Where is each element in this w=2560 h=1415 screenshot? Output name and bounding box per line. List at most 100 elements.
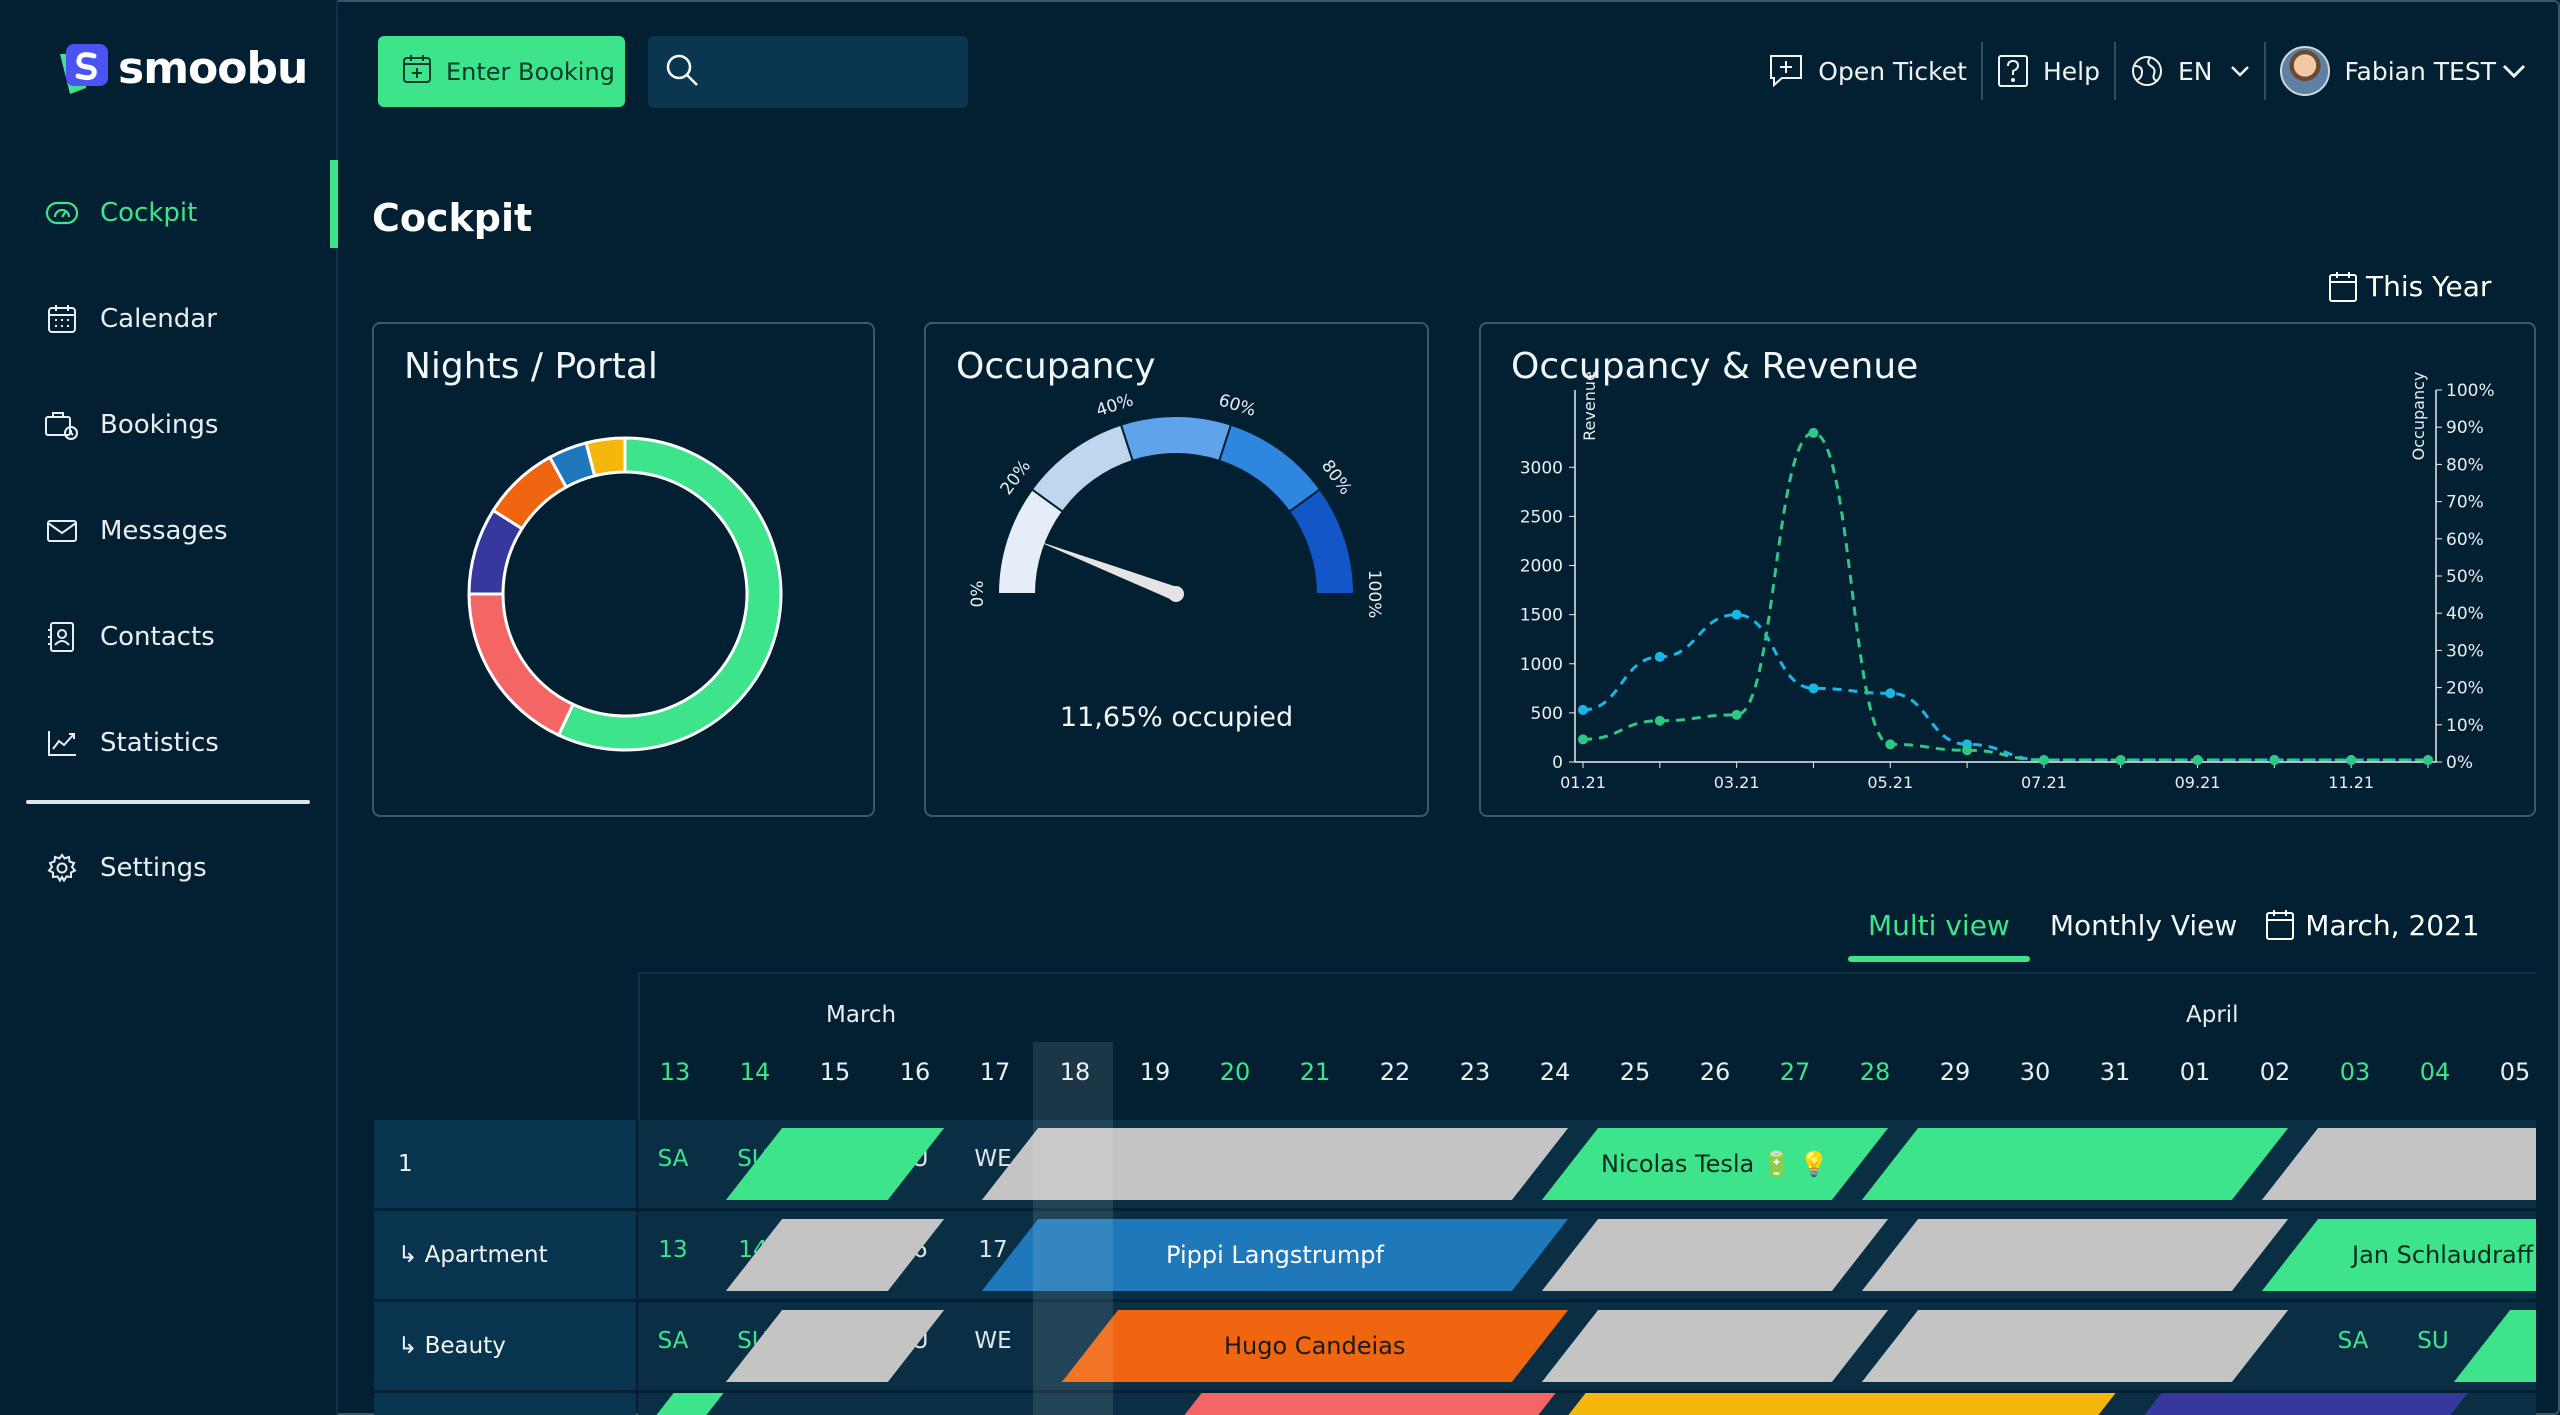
day-number[interactable]: 29 xyxy=(1939,1058,1971,1086)
booking-bar[interactable] xyxy=(2130,1393,2468,1415)
booking-bar[interactable] xyxy=(1541,1219,1889,1291)
booking-guest-name: Nicolas Tesla 🔋 💡 xyxy=(1600,1150,1830,1178)
day-number[interactable]: 22 xyxy=(1379,1058,1411,1086)
booking-bar[interactable] xyxy=(725,1219,945,1291)
sidebar-item-bookings[interactable]: Bookings xyxy=(0,372,338,478)
occupancy-revenue-line-chart: 0 500 1000 1500 2000 2500 3000 0% 10% 20% 30% 40% 50… xyxy=(1520,371,2495,792)
day-number[interactable]: 05 xyxy=(2499,1058,2531,1086)
search-input[interactable] xyxy=(710,58,950,86)
day-number[interactable]: 18 xyxy=(1059,1058,1091,1086)
card-title: Nights / Portal xyxy=(404,346,658,387)
period-selector[interactable]: This Year xyxy=(2328,270,2491,303)
series-point xyxy=(1654,651,1665,662)
tab-monthly-view[interactable]: Monthly View xyxy=(2049,908,2238,942)
day-number[interactable]: 02 xyxy=(2259,1058,2291,1086)
booking-bar[interactable] xyxy=(725,1128,945,1200)
open-ticket-button[interactable]: Open Ticket xyxy=(1754,41,1981,101)
brand-logo[interactable]: smoobu xyxy=(56,40,308,96)
day-number[interactable]: 17 xyxy=(979,1058,1011,1086)
booking-bar[interactable] xyxy=(1170,1393,1556,1415)
row-label[interactable]: ↳ Apartment xyxy=(374,1211,636,1299)
occupancy-gauge-chart: 0%20%40% 60%80%100% xyxy=(968,390,1384,619)
smoobu-logo-icon xyxy=(56,40,112,96)
day-number[interactable]: 30 xyxy=(2019,1058,2051,1086)
day-number[interactable]: 28 xyxy=(1859,1058,1891,1086)
y2-tick-label: 50% xyxy=(2446,567,2484,587)
day-number[interactable]: 25 xyxy=(1619,1058,1651,1086)
language-select[interactable]: EN xyxy=(2116,41,2265,101)
sidebar-item-settings[interactable]: Settings xyxy=(0,815,338,921)
booking-bar[interactable] xyxy=(642,1393,724,1415)
booking-bar[interactable] xyxy=(1541,1310,1889,1382)
day-number[interactable]: 24 xyxy=(1539,1058,1571,1086)
row-cells xyxy=(638,1393,2536,1415)
booking-guest-name: Pippi Langstrumpf xyxy=(1166,1241,1384,1269)
day-number[interactable]: 16 xyxy=(899,1058,931,1086)
booking-bar[interactable]: Hugo Candeias xyxy=(1061,1310,1569,1382)
day-number[interactable]: 03 xyxy=(2339,1058,2371,1086)
day-number[interactable]: 13 xyxy=(659,1058,691,1086)
series-point xyxy=(1808,683,1819,694)
series-point xyxy=(1808,427,1819,438)
booking-bar[interactable] xyxy=(1554,1393,2116,1415)
booking-bar[interactable] xyxy=(1861,1310,2289,1382)
tab-multi-view[interactable]: Multi view xyxy=(1848,890,2030,962)
day-number[interactable]: 21 xyxy=(1299,1058,1331,1086)
booking-bar[interactable] xyxy=(1861,1128,2289,1200)
y-tick-label: 2000 xyxy=(1520,557,1563,577)
row-label[interactable] xyxy=(374,1393,636,1415)
sidebar-divider xyxy=(26,800,310,804)
booking-bar[interactable] xyxy=(725,1310,945,1382)
header-separator xyxy=(1980,42,1983,100)
day-number[interactable]: 26 xyxy=(1699,1058,1731,1086)
card-title: Occupancy & Revenue xyxy=(1511,346,1919,387)
day-number[interactable]: 15 xyxy=(819,1058,851,1086)
day-number[interactable]: 04 xyxy=(2419,1058,2451,1086)
booking-bar[interactable] xyxy=(2261,1128,2536,1200)
occupancy-card: Occupancy 0% 20% 40% 60% 80% 100% 11,65% occu… xyxy=(924,322,1429,817)
series-point xyxy=(1885,688,1896,699)
avatar xyxy=(2280,46,2331,96)
sidebar-item-contacts[interactable]: Contacts xyxy=(0,584,338,690)
header-actions: Open Ticket Help EN Fabian TEST xyxy=(1754,36,2540,106)
help-icon xyxy=(1997,54,2029,88)
series-point xyxy=(2038,755,2049,766)
booking-bar[interactable] xyxy=(1861,1219,2289,1291)
contact-card-icon xyxy=(44,619,80,655)
month-picker[interactable]: March, 2021 xyxy=(2265,909,2480,942)
card-title: Occupancy xyxy=(956,346,1156,387)
day-number[interactable]: 19 xyxy=(1139,1058,1171,1086)
gauge-band xyxy=(1287,487,1356,595)
enter-booking-button[interactable]: Enter Booking xyxy=(378,36,625,107)
y2-tick-label: 30% xyxy=(2446,641,2484,661)
series-point xyxy=(1731,709,1742,720)
gauge-tick-label: 100% xyxy=(1364,570,1384,619)
day-number[interactable]: 27 xyxy=(1779,1058,1811,1086)
series-point xyxy=(1885,739,1896,750)
gauge-tick-label: 0% xyxy=(968,581,988,608)
gauge-icon xyxy=(44,195,80,231)
series-point xyxy=(1654,715,1665,726)
sidebar-item-messages[interactable]: Messages xyxy=(0,478,338,584)
y2-tick-label: 100% xyxy=(2446,381,2495,401)
booking-bar[interactable]: Nicolas Tesla 🔋 💡 xyxy=(1541,1128,1889,1200)
y2-tick-label: 20% xyxy=(2446,679,2484,699)
sidebar-item-statistics[interactable]: Statistics xyxy=(0,690,338,796)
day-number[interactable]: 23 xyxy=(1459,1058,1491,1086)
booking-bar[interactable]: Jan Schlaudraff xyxy=(2261,1219,2536,1291)
day-number[interactable]: 20 xyxy=(1219,1058,1251,1086)
row-label[interactable]: ↳ Beauty xyxy=(374,1302,636,1390)
search-box[interactable] xyxy=(648,36,968,108)
sidebar-item-label: Calendar xyxy=(100,304,217,334)
sidebar-item-calendar[interactable]: Calendar xyxy=(0,266,338,372)
sidebar-item-cockpit[interactable]: Cockpit xyxy=(0,160,338,266)
user-menu[interactable]: Fabian TEST xyxy=(2266,41,2540,101)
gauge-tick-label: 40% xyxy=(1094,390,1136,421)
row-label[interactable]: 1 xyxy=(374,1120,636,1208)
help-button[interactable]: Help xyxy=(1983,41,2114,101)
day-number[interactable]: 31 xyxy=(2099,1058,2131,1086)
day-number[interactable]: 01 xyxy=(2179,1058,2211,1086)
day-number[interactable]: 14 xyxy=(739,1058,771,1086)
calendar-icon xyxy=(2328,271,2358,303)
